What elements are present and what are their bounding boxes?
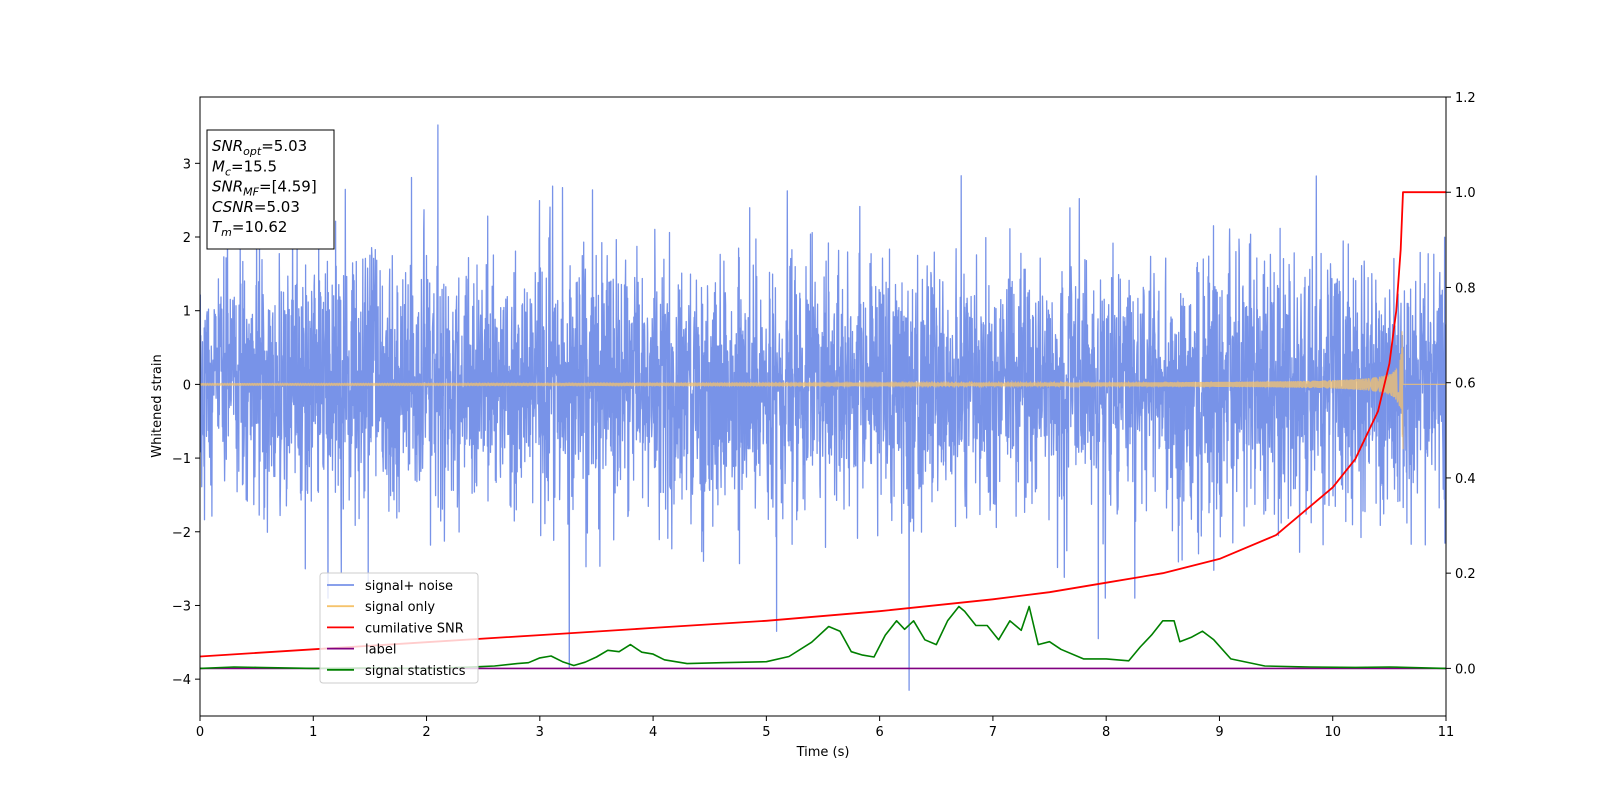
x-tick-label: 8 [1102, 725, 1110, 740]
info-value: =15.5 [231, 157, 277, 175]
y-axis-label: Whitened strain [150, 354, 165, 457]
x-tick-label: 0 [196, 725, 204, 740]
info-subscript: c [225, 165, 231, 178]
y-tick-label: −4 [172, 673, 191, 688]
info-line: SNRopt=5.03 [212, 137, 307, 158]
info-symbol: T [212, 218, 223, 236]
x-tick-label: 2 [422, 725, 430, 740]
legend-frame [319, 572, 479, 684]
y-tick-label: 3 [183, 157, 191, 172]
info-value: =[4.59] [259, 178, 317, 196]
series-signal-noise-line [200, 124, 1446, 691]
y2-tick-label: 1.0 [1455, 186, 1476, 201]
plot-frame [199, 96, 1447, 717]
info-box-frame [206, 129, 335, 250]
x-tick-label: 9 [1215, 725, 1223, 740]
info-subscript: MF [243, 186, 259, 199]
y2-tick-label: 0.8 [1455, 281, 1476, 296]
legend-entry: signal only [365, 600, 435, 615]
info-subscript: m [221, 226, 232, 239]
legend-entry: signal+ noise [365, 579, 453, 594]
info-line: Tm=10.62 [212, 218, 287, 239]
x-tick-label: 6 [875, 725, 883, 740]
x-axis-label: Time (s) [796, 745, 850, 760]
y-tick-label: 2 [183, 231, 191, 246]
x-tick-label: 11 [1438, 725, 1455, 740]
legend-entry: signal statistics [365, 664, 466, 679]
legend-entry: cumilative SNR [365, 621, 464, 636]
info-symbol: SNR [212, 178, 243, 196]
info-line: CSNR=5.03 [212, 198, 300, 216]
axes-layer: 0 1 2 3 4 5 6 7 8 9 10 113210−1−2−3−41.21.00.80.60.… [172, 91, 1476, 740]
info-box: SNRopt=5.03Mc=15.5SNRMF=[4.59]CSNR=5.03T… [206, 129, 335, 250]
y-tick-label: −2 [172, 526, 191, 541]
x-tick-label: 1 [309, 725, 317, 740]
y2-tick-label: 0.4 [1455, 472, 1476, 487]
x-tick-label: 3 [536, 725, 544, 740]
series-signal-only-line [200, 331, 1446, 450]
y2-tick-label: 0.6 [1455, 377, 1476, 392]
x-tick-label: 5 [762, 725, 770, 740]
info-line: Mc=15.5 [212, 157, 277, 178]
info-line: SNRMF=[4.59] [212, 178, 317, 199]
legend-entry: label [365, 643, 396, 658]
x-tick-label: 4 [649, 725, 657, 740]
y2-tick-label: 1.2 [1455, 91, 1476, 106]
y2-tick-label: 0.2 [1455, 567, 1476, 582]
y-tick-label: 0 [183, 378, 191, 393]
info-subscript: opt [243, 145, 262, 158]
y2-tick-label: 0.0 [1455, 662, 1476, 677]
y-tick-label: −1 [172, 452, 191, 467]
info-value: =5.03 [254, 198, 300, 216]
info-value: =5.03 [261, 137, 307, 155]
x-tick-label: 7 [989, 725, 997, 740]
info-value: =10.62 [232, 218, 288, 236]
legend: signal+ noise signal only cumilative SNR la… [319, 572, 479, 684]
info-symbol: M [212, 157, 225, 175]
series-signal-statistics-line [200, 605, 1446, 670]
info-symbol: SNR [212, 137, 243, 155]
y-tick-label: 1 [183, 305, 191, 320]
y-tick-label: −3 [172, 599, 191, 614]
x-tick-label: 10 [1324, 725, 1341, 740]
info-symbol: CSNR [212, 198, 254, 216]
series-cumulative-snr-line [200, 191, 1446, 658]
